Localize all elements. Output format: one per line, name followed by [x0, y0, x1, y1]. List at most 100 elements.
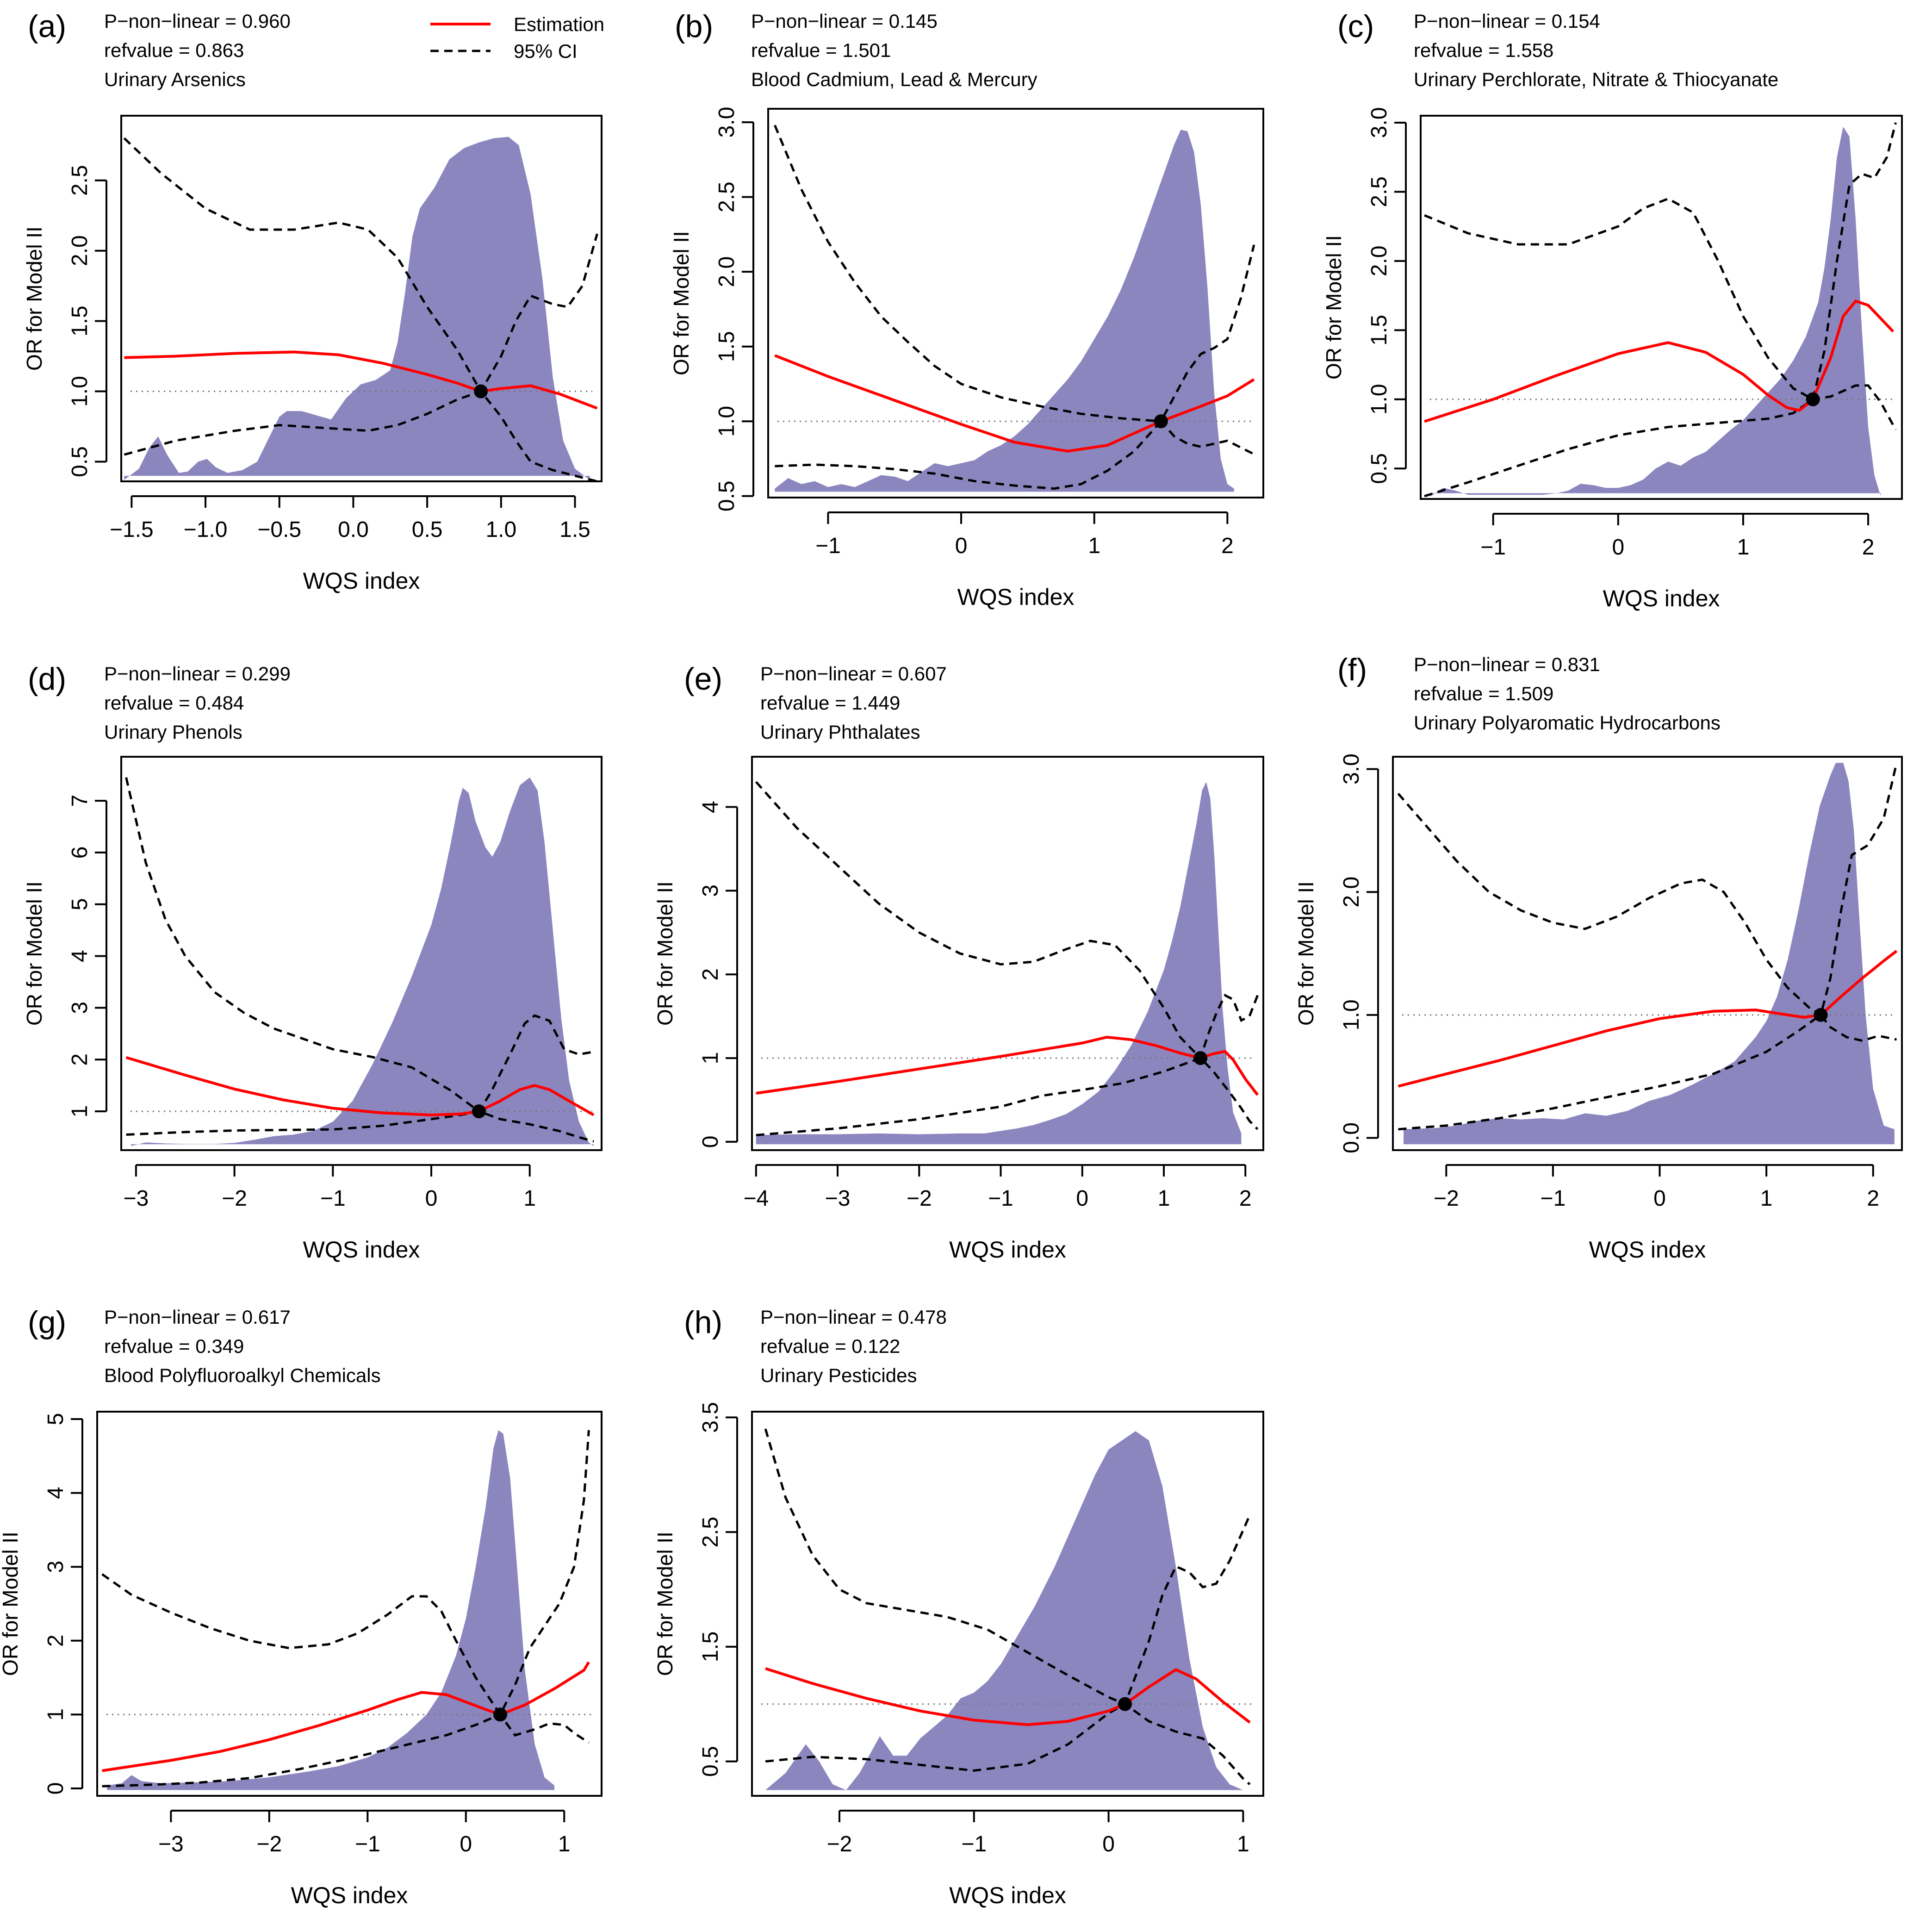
x-tick-label: 0 [1076, 1186, 1088, 1211]
x-axis-label: WQS index [291, 1882, 408, 1908]
y-tick-label: 5 [43, 1413, 68, 1426]
exposure-group-title: Urinary Pesticides [760, 1364, 917, 1386]
y-tick-label: 1 [43, 1708, 68, 1721]
x-tick-label: −1 [815, 534, 841, 558]
reference-point [493, 1707, 507, 1722]
p-nonlinear-text: P−non−linear = 0.145 [751, 10, 938, 32]
refvalue-text: refvalue = 1.449 [760, 692, 900, 714]
y-tick-label: 0.5 [1367, 453, 1392, 484]
x-tick-label: −1.5 [110, 517, 154, 542]
x-tick-label: 1 [1237, 1832, 1249, 1856]
y-tick-label: 1.0 [1339, 999, 1364, 1030]
density-area [124, 137, 590, 480]
y-axis-label: OR for Model II [22, 881, 46, 1026]
exposure-group-title: Blood Cadmium, Lead & Mercury [751, 69, 1037, 90]
y-tick-label: 3 [68, 1002, 92, 1014]
y-axis-label: OR for Model II [669, 231, 693, 375]
y-tick-label: 7 [68, 795, 92, 807]
density-area [1430, 126, 1881, 497]
y-axis-label: OR for Model II [22, 226, 46, 371]
density-area [775, 130, 1234, 492]
x-tick-label: −3 [825, 1186, 851, 1211]
density-area [131, 777, 594, 1146]
y-tick-label: 6 [68, 847, 92, 859]
x-tick-label: 1 [523, 1186, 536, 1211]
estimation-line [774, 354, 1255, 453]
x-tick-label: −2 [907, 1186, 932, 1211]
y-axis-label: OR for Model II [653, 881, 677, 1026]
y-axis-label: OR for Model II [0, 1532, 22, 1676]
ci-lower-line [1424, 384, 1897, 498]
y-tick-label: 2.5 [1367, 176, 1392, 207]
x-axis-label: WQS index [303, 1237, 420, 1263]
x-axis-label: WQS index [303, 568, 420, 594]
x-tick-label: −1 [320, 1186, 346, 1211]
x-axis-label: WQS index [1589, 1237, 1706, 1263]
y-tick-label: 0 [698, 1136, 723, 1148]
y-tick-label: 0.0 [1339, 1122, 1364, 1153]
plot-frame [120, 756, 603, 1151]
reference-point [1118, 1697, 1132, 1711]
reference-point [1154, 414, 1168, 429]
y-tick-label: 0.5 [68, 446, 92, 477]
x-axis-label: WQS index [949, 1237, 1066, 1263]
y-tick-label: 3.0 [1367, 107, 1392, 138]
x-tick-label: −3 [124, 1186, 149, 1211]
reference-point [1806, 392, 1820, 406]
x-tick-label: 0 [1612, 535, 1624, 560]
ci-upper-line [1424, 122, 1897, 401]
x-tick-label: −2 [827, 1832, 852, 1856]
x-tick-label: 1.5 [559, 517, 590, 542]
ci-lower-line [126, 1110, 594, 1143]
ci-upper-line [125, 777, 594, 1113]
ci-upper-line [764, 1428, 1251, 1706]
exposure-group-title: Urinary Perchlorate, Nitrate & Thiocyana… [1414, 69, 1778, 90]
plot-frame [1420, 115, 1903, 500]
x-tick-label: −1 [961, 1832, 987, 1856]
plot-frame [120, 115, 603, 482]
x-tick-label: 2 [1862, 535, 1875, 560]
panel-e: (e) P−non−linear = 0.607 refvalue = 1.449 U… [653, 661, 1264, 1263]
x-tick-label: 1 [558, 1832, 571, 1856]
x-tick-label: −1 [355, 1832, 380, 1856]
density-area [107, 1430, 555, 1790]
p-nonlinear-text: P−non−linear = 0.831 [1414, 654, 1600, 675]
panel-g: (g) P−non−linear = 0.617 refvalue = 0.349 B… [0, 1305, 603, 1908]
exposure-group-title: Blood Polyfluoroalkyl Chemicals [104, 1364, 381, 1386]
estimation-line [1424, 299, 1895, 423]
estimation-line [124, 350, 598, 410]
x-tick-label: 1 [1760, 1186, 1773, 1211]
estimation-line [125, 1056, 595, 1116]
plot-frame [751, 1411, 1264, 1797]
y-tick-label: 3.0 [1339, 754, 1364, 785]
x-axis-label: WQS index [949, 1882, 1066, 1908]
y-tick-label: 1.0 [1367, 384, 1392, 415]
legend-ci-label: 95% CI [514, 40, 578, 62]
y-tick-label: 2.5 [68, 165, 92, 196]
x-tick-label: 0.5 [412, 517, 443, 542]
reference-point [1814, 1008, 1828, 1022]
refvalue-text: refvalue = 1.558 [1414, 39, 1553, 61]
y-tick-label: 1.5 [68, 305, 92, 336]
p-nonlinear-text: P−non−linear = 0.617 [104, 1306, 291, 1328]
estimation-line [765, 1667, 1251, 1726]
plot-frame [751, 756, 1264, 1151]
x-axis-label: WQS index [957, 584, 1075, 610]
p-nonlinear-text: P−non−linear = 0.960 [104, 10, 291, 32]
legend-estimation-label: Estimation [514, 13, 604, 35]
x-tick-label: 2 [1239, 1186, 1252, 1211]
y-tick-label: 3.0 [714, 107, 739, 138]
y-tick-label: 2.5 [698, 1517, 723, 1548]
y-tick-label: 2.5 [714, 181, 739, 212]
x-tick-label: 0 [1653, 1186, 1666, 1211]
refvalue-text: refvalue = 1.501 [751, 39, 891, 61]
y-tick-label: 1.0 [714, 406, 739, 437]
ci-lower-line [124, 390, 598, 483]
refvalue-text: refvalue = 0.122 [760, 1335, 900, 1357]
estimation-line [756, 1035, 1259, 1096]
panel-c: (c) P−non−linear = 0.154 refvalue = 1.558 U… [1322, 9, 1903, 611]
y-axis-label: OR for Model II [653, 1532, 677, 1676]
exposure-group-title: Urinary Arsenics [104, 69, 246, 90]
ci-lower-line [765, 1702, 1251, 1786]
y-tick-label: 3.5 [698, 1402, 723, 1433]
